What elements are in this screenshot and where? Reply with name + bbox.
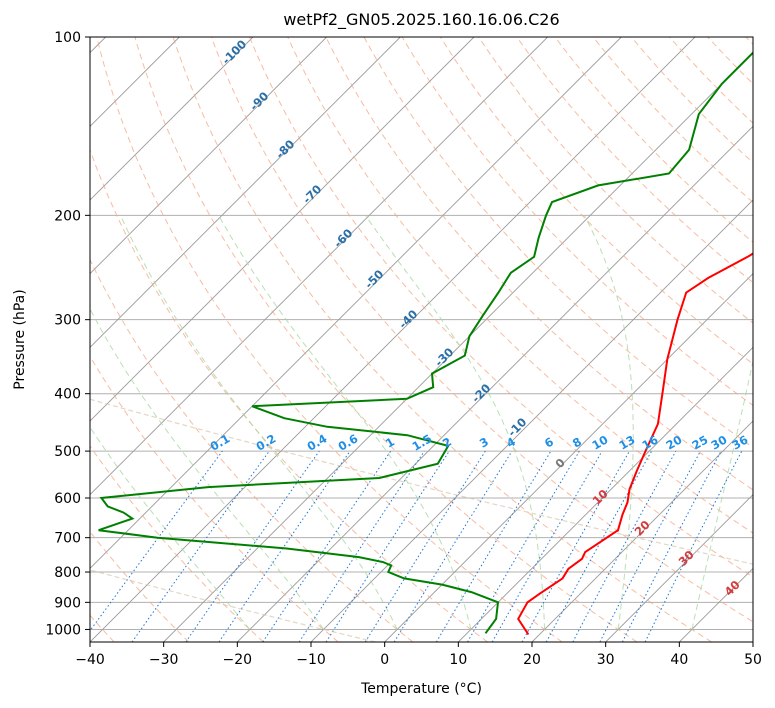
isotherm-line bbox=[752, 641, 753, 642]
mixing-ratio-line bbox=[218, 450, 351, 642]
plot-frame bbox=[89, 36, 754, 643]
moist-adiabat-line bbox=[583, 215, 634, 630]
moist-adiabat-line bbox=[364, 215, 546, 630]
dry-adiabat-line bbox=[90, 355, 339, 642]
dry-adiabat-line bbox=[134, 37, 638, 642]
mixing-ratio-label: 16 bbox=[640, 432, 661, 452]
x-tick-label: 50 bbox=[744, 652, 762, 668]
dry-adiabat-line bbox=[90, 445, 264, 642]
y-tick-label: 100 bbox=[54, 30, 81, 46]
moist-adiabat-line bbox=[90, 426, 251, 630]
y-tick-label: 900 bbox=[54, 595, 81, 611]
y-tick-label: 700 bbox=[54, 531, 81, 547]
x-tick-label: 10 bbox=[449, 652, 467, 668]
isotherm-line bbox=[605, 494, 753, 642]
isotherm-line bbox=[237, 125, 753, 642]
isotherm-line bbox=[90, 37, 548, 496]
mixing-ratio-line bbox=[393, 450, 513, 642]
x-axis-label: Temperature (°C) bbox=[360, 681, 482, 697]
mixing-ratio-line bbox=[185, 450, 320, 642]
mixing-ratio-line bbox=[325, 450, 450, 642]
mixing-ratio-line bbox=[644, 450, 743, 642]
mixing-ratio-label: 36 bbox=[730, 432, 751, 452]
profile-line-2 bbox=[98, 51, 753, 634]
chart-title: wetPf2_GN05.2025.160.16.06.C26 bbox=[283, 10, 559, 30]
y-tick-label: 1000 bbox=[45, 622, 81, 638]
x-tick-label: −10 bbox=[296, 652, 326, 668]
mixing-ratio-line bbox=[572, 450, 677, 642]
mixing-ratio-label: 30 bbox=[709, 432, 730, 452]
isotherm-line bbox=[458, 346, 753, 642]
moist-adiabat-line bbox=[691, 358, 753, 630]
isotherm-line bbox=[90, 37, 622, 569]
isotherm-line bbox=[163, 52, 753, 642]
mixing-ratio-line bbox=[298, 450, 425, 642]
dry-adiabat-line bbox=[249, 37, 753, 578]
profile-line-1 bbox=[517, 252, 753, 636]
y-tick-label: 400 bbox=[54, 387, 81, 403]
isotherm-line bbox=[310, 199, 753, 642]
y-tick-label: 300 bbox=[54, 313, 81, 329]
y-tick-label: 500 bbox=[54, 444, 81, 460]
mixing-ratio-label: 25 bbox=[690, 432, 711, 452]
reference-arc bbox=[90, 398, 753, 565]
profile-series bbox=[98, 51, 753, 636]
moist-adiabat-line bbox=[90, 308, 324, 630]
y-tick-label: 800 bbox=[54, 565, 81, 581]
x-tick-label: 40 bbox=[670, 652, 688, 668]
moist-adiabat-line bbox=[218, 215, 472, 630]
dry-adiabat-line bbox=[90, 258, 414, 642]
dry-adiabat-line bbox=[516, 37, 753, 284]
mixing-ratio-line bbox=[521, 450, 630, 642]
y-axis-label: Pressure (hPa) bbox=[12, 289, 28, 389]
mixing-ratio-line bbox=[90, 450, 223, 632]
mixing-ratio-label: 20 bbox=[664, 432, 685, 452]
x-tick-label: 30 bbox=[597, 652, 615, 668]
moist-adiabat-line bbox=[120, 215, 398, 630]
x-tick-label: 20 bbox=[523, 652, 541, 668]
dry-adiabat-line bbox=[172, 37, 712, 642]
y-tick-label: 600 bbox=[54, 491, 81, 507]
isotherm-line bbox=[90, 37, 254, 201]
x-tick-label: −30 bbox=[149, 652, 179, 668]
mixing-ratio-line bbox=[131, 450, 270, 642]
dry-adiabat-line bbox=[287, 37, 753, 534]
x-tick-label: −20 bbox=[223, 652, 253, 668]
mixing-ratio-line bbox=[545, 450, 653, 642]
dry-adiabat-line bbox=[325, 37, 753, 491]
x-tick-label: −40 bbox=[75, 652, 105, 668]
isotherm-line bbox=[90, 37, 475, 422]
plot-background bbox=[90, 37, 753, 642]
y-tick-label: 200 bbox=[54, 208, 81, 224]
dry-adiabat-line bbox=[96, 37, 563, 642]
background-lines bbox=[90, 37, 753, 642]
x-tick-label: 0 bbox=[380, 652, 389, 668]
dry-adiabat-line bbox=[210, 37, 753, 623]
mixing-ratio-label: 13 bbox=[617, 432, 638, 452]
mixing-ratio-label: 10 bbox=[590, 432, 611, 452]
isotherm-line bbox=[90, 37, 327, 275]
isotherm-line bbox=[531, 420, 753, 642]
isotherm-line bbox=[384, 273, 753, 642]
